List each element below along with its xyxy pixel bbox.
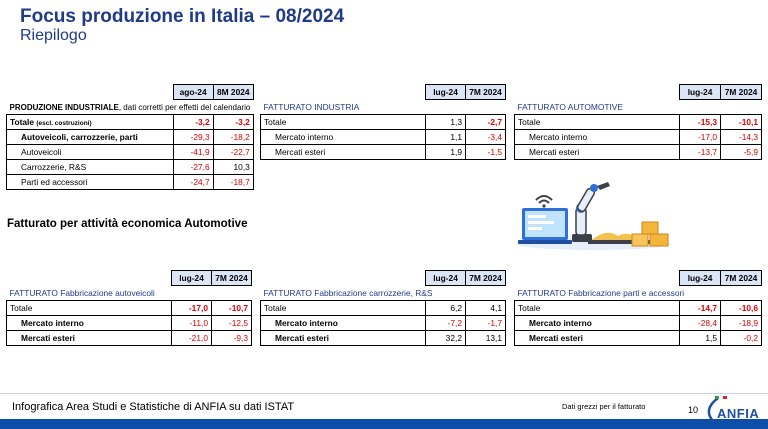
value-cell: -10,7 (210, 300, 253, 316)
column-header: 7M 2024 (720, 270, 762, 286)
value-cell: -13,7 (679, 144, 721, 160)
value-cell: -24,7 (172, 174, 214, 190)
total-label: Totale (513, 114, 680, 130)
value-cell: 1,1 (425, 129, 466, 145)
page-number: 10 (688, 405, 699, 415)
column-header: 7M 2024 (210, 270, 253, 286)
row-label: Mercati esteri (513, 144, 680, 160)
value-cell: -18,2 (212, 129, 254, 145)
row-label: Autoveicoli (6, 144, 174, 160)
value-cell: -27,6 (172, 159, 214, 175)
column-header: lug-24 (425, 84, 466, 100)
page-title: Focus produzione in Italia – 08/2024 (20, 6, 345, 27)
row-label: Mercati esteri (5, 330, 172, 346)
value-cell: 1,9 (425, 144, 466, 160)
value-cell: 1,3 (425, 114, 466, 130)
value-cell: -1,7 (464, 315, 507, 331)
column-header: lug-24 (425, 270, 466, 286)
footer-divider (0, 393, 768, 394)
anfia-logo-text: ANFIA (717, 406, 760, 421)
value-cell: -0,2 (720, 330, 762, 346)
value-cell: -14,7 (679, 300, 721, 316)
row-label: Mercato interno (5, 315, 172, 331)
value-cell: -15,3 (679, 114, 721, 130)
value-cell: -5,9 (720, 144, 762, 160)
value-cell: -28,4 (679, 315, 721, 331)
value-cell: -7,2 (425, 315, 466, 331)
value-cell: 1,5 (679, 330, 721, 346)
table-produzione-industriale: ago-24 8M 2024 PRODUZIONE INDUSTRIALE, d… (6, 84, 254, 190)
value-cell: 13,1 (464, 330, 507, 346)
total-label: Totale (escl. costruzioni) (6, 114, 174, 130)
value-cell: -10,1 (720, 114, 762, 130)
footer-source: Infografica Area Studi e Statistiche di … (12, 401, 295, 413)
value-cell: 4,1 (464, 300, 507, 316)
value-cell: -1,5 (464, 144, 507, 160)
value-cell: 6,2 (425, 300, 466, 316)
column-header: 7M 2024 (464, 84, 507, 100)
value-cell: -17,0 (171, 300, 212, 316)
anfia-logo-icon (707, 395, 727, 423)
table-caption: FATTURATO Fabbricazione parti e accessor… (517, 288, 685, 298)
value-cell: -14,3 (720, 129, 762, 145)
value-cell: -18,9 (720, 315, 762, 331)
table-caption: PRODUZIONE INDUSTRIALE, dati corretti pe… (9, 102, 251, 112)
value-cell: 32,2 (425, 330, 466, 346)
column-header: ago-24 (172, 84, 214, 100)
value-cell: -2,7 (464, 114, 507, 130)
column-header: 7M 2024 (464, 270, 507, 286)
value-cell: -22,7 (212, 144, 254, 160)
value-cell: 10,3 (212, 159, 254, 175)
section-heading: Fatturato per attività economica Automot… (7, 218, 248, 230)
table-fabbricazione-parti: lug-24 7M 2024 FATTURATO Fabbricazione p… (513, 270, 762, 346)
table-caption: FATTURATO Fabbricazione carrozzerie, R&S (263, 288, 433, 298)
total-label: Totale (259, 114, 426, 130)
row-label: Carrozzerie, R&S (6, 159, 174, 175)
row-label: Parti ed accessori (6, 174, 174, 190)
total-label: Totale (513, 300, 680, 316)
column-header: 8M 2024 (212, 84, 254, 100)
table-caption: FATTURATO AUTOMOTIVE (517, 102, 623, 112)
column-header: 7M 2024 (720, 84, 762, 100)
value-cell: -29,3 (172, 129, 214, 145)
value-cell: -10,6 (720, 300, 762, 316)
row-label: Autoveicoli, carrozzerie, parti (6, 129, 174, 145)
row-label: Mercati esteri (259, 330, 426, 346)
row-label: Mercati esteri (513, 330, 680, 346)
table-caption: FATTURATO INDUSTRIA (263, 102, 360, 112)
table-fatturato-industria: lug-24 7M 2024 FATTURATO INDUSTRIA Total… (259, 84, 507, 160)
value-cell: -17,0 (679, 129, 721, 145)
column-header: lug-24 (679, 270, 721, 286)
value-cell: -9,3 (210, 330, 253, 346)
value-cell: -18,7 (212, 174, 254, 190)
table-fatturato-automotive: lug-24 7M 2024 FATTURATO AUTOMOTIVE Tota… (513, 84, 762, 160)
row-label: Mercato interno (259, 315, 426, 331)
value-cell: -3,2 (212, 114, 254, 130)
footer-note: Dati grezzi per il fatturato (562, 402, 646, 411)
value-cell: -11,0 (171, 315, 212, 331)
row-label: Mercato interno (259, 129, 426, 145)
row-label: Mercati esteri (259, 144, 426, 160)
table-fabbricazione-autoveicoli: lug-24 7M 2024 FATTURATO Fabbricazione a… (5, 270, 253, 346)
table-caption: FATTURATO Fabbricazione autoveicoli (9, 288, 155, 298)
robot-arm-illustration (516, 182, 672, 250)
value-cell: -41,9 (172, 144, 214, 160)
column-header: lug-24 (679, 84, 721, 100)
value-cell: -3,4 (464, 129, 507, 145)
page-subtitle: Riepilogo (20, 27, 87, 44)
row-label: Mercato interno (513, 129, 680, 145)
total-label: Totale (5, 300, 172, 316)
value-cell: -12,5 (210, 315, 253, 331)
value-cell: -3,2 (172, 114, 214, 130)
row-label: Mercato interno (513, 315, 680, 331)
total-label: Totale (259, 300, 426, 316)
value-cell: -21,0 (171, 330, 212, 346)
table-fabbricazione-carrozzerie: lug-24 7M 2024 FATTURATO Fabbricazione c… (259, 270, 507, 346)
footer-bar (0, 419, 768, 429)
column-header: lug-24 (171, 270, 212, 286)
